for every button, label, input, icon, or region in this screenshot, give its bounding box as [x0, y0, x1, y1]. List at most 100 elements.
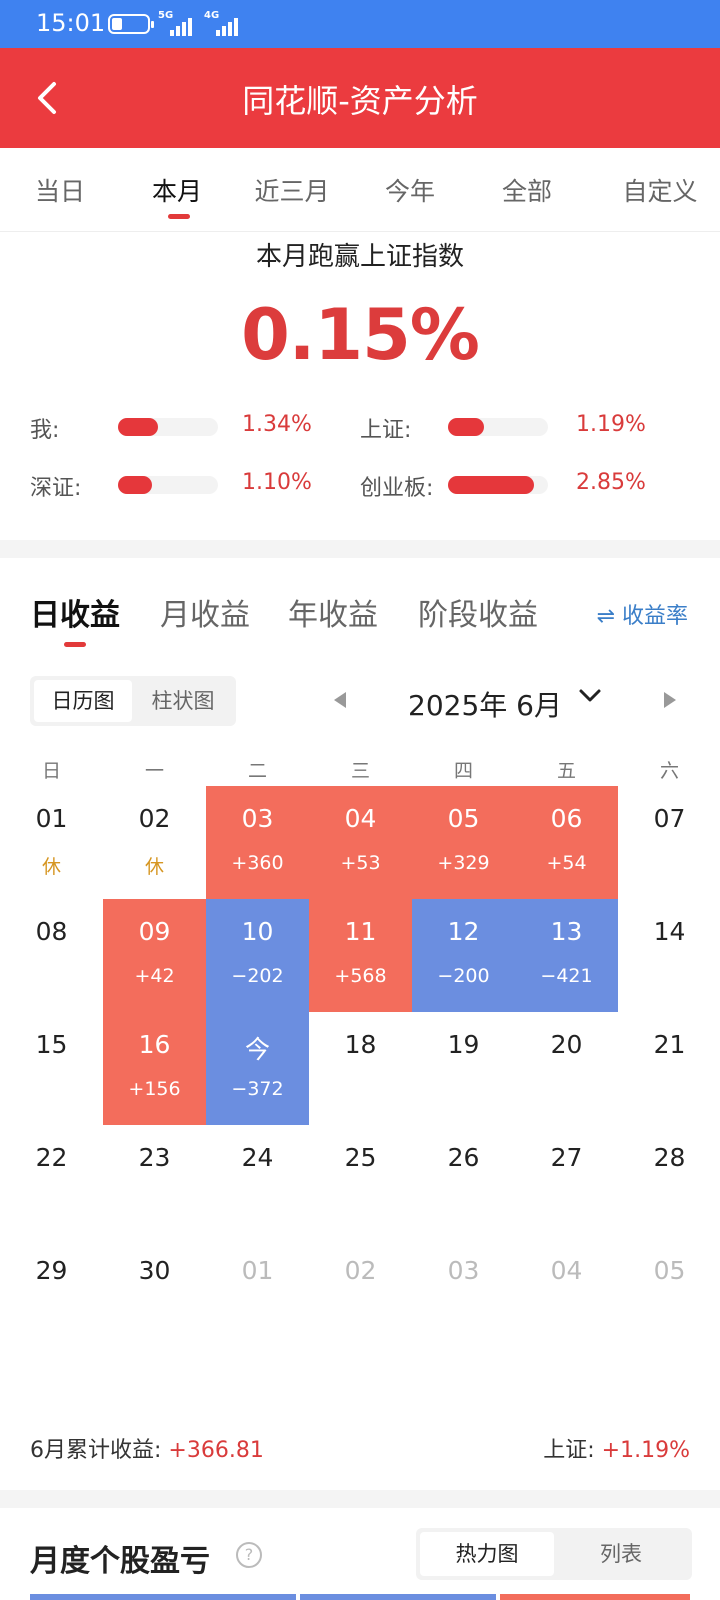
calendar-day[interactable]: 09 +42 [103, 899, 206, 1012]
weekday-label: 一 [144, 760, 164, 782]
tab-three-months[interactable]: 近三月 [254, 177, 330, 206]
calendar-day[interactable]: 02 [309, 1238, 412, 1351]
chevron-down-icon[interactable] [578, 684, 602, 708]
calendar-day[interactable]: 04 [515, 1238, 618, 1351]
tab-daily-income[interactable]: 日收益 [30, 598, 120, 633]
tab-yearly-income[interactable]: 年收益 [288, 598, 378, 633]
day-number: 01 [241, 1256, 274, 1285]
calendar-day[interactable]: 22 [0, 1125, 103, 1238]
rate-toggle-button[interactable]: ⇌ 收益率 [596, 604, 688, 629]
calendar-day[interactable]: 05 +329 [412, 786, 515, 899]
calendar-day[interactable]: 16 +156 [103, 1012, 206, 1125]
list-tab[interactable]: 列表 [600, 1542, 642, 1566]
weekday-label: 三 [350, 760, 370, 782]
calendar-day[interactable]: 19 [412, 1012, 515, 1125]
stock-pnl-title: 月度个股盈亏 [30, 1544, 210, 1579]
calendar-day[interactable]: 24 [206, 1125, 309, 1238]
tab-today[interactable]: 当日 [34, 177, 85, 206]
compare-bar [448, 418, 484, 436]
calendar-day[interactable]: 23 [103, 1125, 206, 1238]
day-number: 30 [138, 1256, 171, 1285]
calendar-day[interactable]: 12 −200 [412, 899, 515, 1012]
calendar-day[interactable]: 18 [309, 1012, 412, 1125]
back-arrow-icon[interactable] [30, 78, 70, 118]
heatmap-tab[interactable]: 热力图 [420, 1532, 554, 1576]
calendar-day[interactable]: 14 [618, 899, 720, 1012]
tab-this-year[interactable]: 今年 [384, 177, 435, 206]
calendar-day[interactable]: 05 [618, 1238, 720, 1351]
month-label[interactable]: 2025年 6月 [408, 689, 562, 722]
tab-stage-income[interactable]: 阶段收益 [418, 598, 538, 633]
tab-all[interactable]: 全部 [501, 177, 552, 206]
next-month-icon[interactable] [664, 692, 676, 708]
day-number: 01 [35, 804, 68, 833]
active-tab-indicator [168, 214, 190, 219]
tab-custom[interactable]: 自定义 [622, 177, 698, 206]
calendar-day[interactable]: 01 休 [0, 786, 103, 899]
day-number: 今 [244, 1035, 270, 1064]
calendar-day[interactable]: 02 休 [103, 786, 206, 899]
day-number: 04 [550, 1256, 583, 1285]
day-number: 14 [653, 917, 686, 946]
help-icon[interactable]: ? [236, 1542, 262, 1568]
calendar-view-button[interactable]: 日历图 [34, 680, 132, 722]
day-number: 04 [344, 804, 377, 833]
calendar-day[interactable]: 03 [412, 1238, 515, 1351]
index-label: 上证: [543, 1438, 595, 1463]
day-number: 27 [550, 1143, 583, 1172]
calendar-day[interactable]: 20 [515, 1012, 618, 1125]
holiday-label: 休 [144, 856, 164, 878]
calendar-day[interactable]: 15 [0, 1012, 103, 1125]
stock-view-toggle: 热力图 列表 [416, 1528, 692, 1580]
section-divider [0, 540, 720, 558]
day-number: 02 [138, 804, 171, 833]
calendar-day[interactable]: 29 [0, 1238, 103, 1351]
compare-row-shenzhen: 深证: 1.10% [30, 470, 320, 501]
prev-month-icon[interactable] [334, 692, 346, 708]
day-number: 12 [447, 917, 480, 946]
compare-row-me: 我: 1.34% [30, 412, 320, 443]
day-number: 29 [35, 1256, 68, 1285]
calendar-day[interactable]: 13 −421 [515, 899, 618, 1012]
calendar-day[interactable]: 30 [103, 1238, 206, 1351]
heatmap-preview [300, 1594, 496, 1600]
index-value: +1.19% [601, 1438, 690, 1463]
calendar-day[interactable]: 25 [309, 1125, 412, 1238]
day-number: 05 [653, 1256, 686, 1285]
calendar-day[interactable]: 11 +568 [309, 899, 412, 1012]
tab-this-month[interactable]: 本月 [151, 177, 202, 206]
period-tabs: 当日 本月 近三月 今年 全部 自定义 [0, 148, 720, 232]
calendar-day[interactable]: 今 −372 [206, 1012, 309, 1125]
heatmap-preview [500, 1594, 690, 1600]
calendar-day[interactable]: 08 [0, 899, 103, 1012]
compare-pct: 1.10% [242, 470, 312, 495]
day-number: 09 [138, 917, 171, 946]
day-number: 06 [550, 804, 583, 833]
status-time: 15:01 [36, 9, 106, 37]
bar-view-button[interactable]: 柱状图 [151, 689, 215, 713]
heatmap-preview [30, 1594, 296, 1600]
compare-row-chinext: 创业板: 2.85% [360, 470, 660, 501]
calendar-day[interactable]: 21 [618, 1012, 720, 1125]
day-profit: +329 [437, 852, 490, 874]
day-number: 05 [447, 804, 480, 833]
tab-monthly-income[interactable]: 月收益 [160, 598, 250, 633]
day-number: 18 [344, 1030, 377, 1059]
calendar-day[interactable]: 27 [515, 1125, 618, 1238]
signal-5g-icon: 5G [158, 10, 202, 36]
calendar-day[interactable]: 06 +54 [515, 786, 618, 899]
day-number: 07 [653, 804, 686, 833]
calendar-day[interactable]: 07 [618, 786, 720, 899]
calendar-day[interactable]: 10 −202 [206, 899, 309, 1012]
day-profit: +360 [231, 852, 284, 874]
calendar-day[interactable]: 03 +360 [206, 786, 309, 899]
day-profit: +54 [546, 852, 587, 874]
calendar-day[interactable]: 28 [618, 1125, 720, 1238]
compare-bar [118, 418, 158, 436]
calendar-day[interactable]: 01 [206, 1238, 309, 1351]
day-profit: +42 [134, 965, 175, 987]
calendar-day[interactable]: 04 +53 [309, 786, 412, 899]
page-title: 同花顺-资产分析 [242, 82, 478, 120]
calendar-day[interactable]: 26 [412, 1125, 515, 1238]
status-bar: 15:01 5G 4G [0, 0, 720, 48]
